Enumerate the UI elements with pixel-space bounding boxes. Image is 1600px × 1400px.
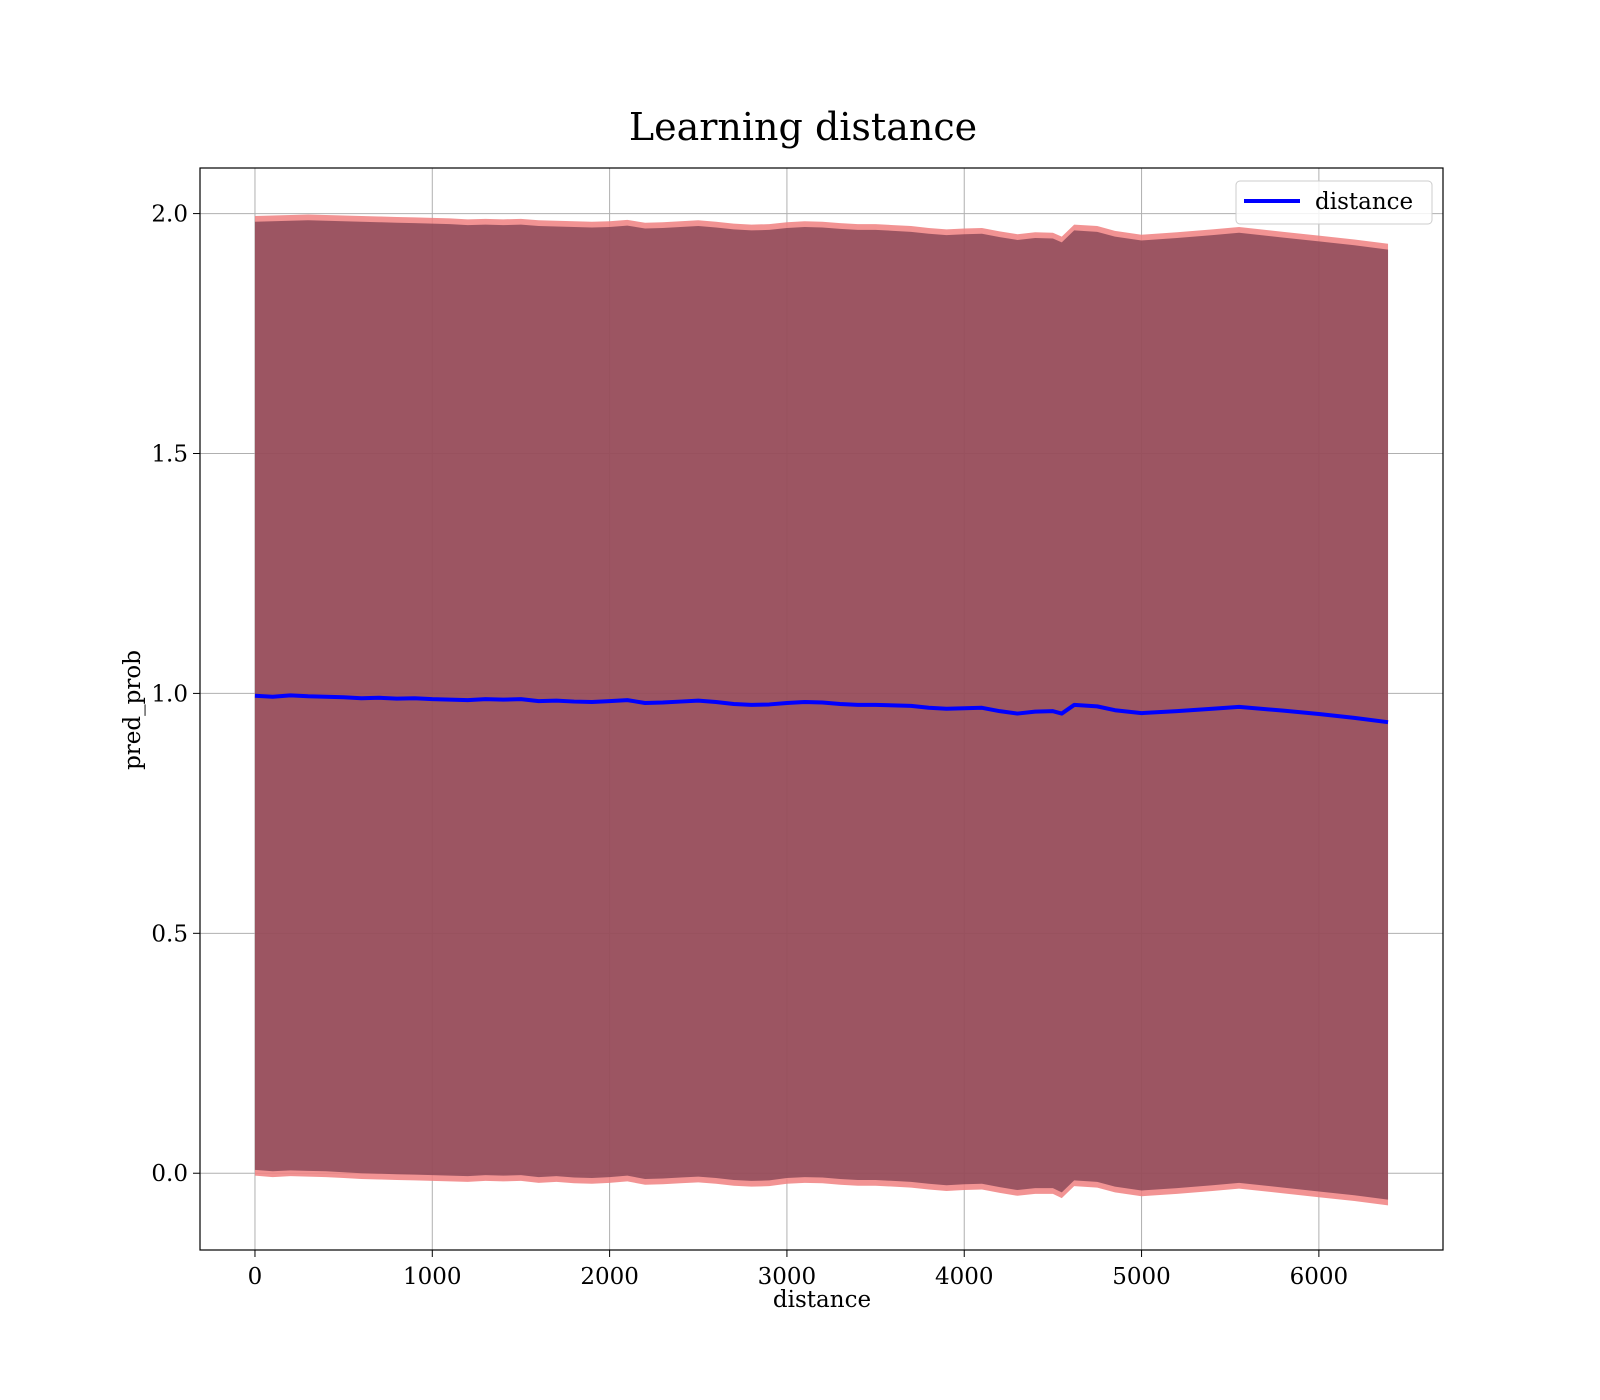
legend-box (1235, 180, 1433, 225)
y-tick-label: 1.5 (151, 441, 188, 467)
x-tick-label: 3000 (758, 1264, 817, 1290)
y-axis-label: pred_prob (120, 650, 146, 770)
chart-title: Learning distance (629, 105, 977, 149)
band-area (254, 220, 1389, 1200)
series-line-distance (254, 693, 1389, 725)
y-tick-label: 0.0 (151, 1161, 188, 1187)
legend-entry-distance: distance (1315, 189, 1413, 215)
x-tick-label: 4000 (935, 1264, 994, 1290)
x-tick-label: 6000 (1290, 1264, 1349, 1290)
y-axis: 0.0 0.5 1.0 1.5 2.0 (151, 202, 200, 1187)
y-tick-label: 2.0 (151, 202, 188, 228)
series-layer (254, 693, 1389, 725)
confidence-band (254, 214, 1389, 1206)
x-axis: 0 1000 2000 3000 4000 5000 6000 (248, 1250, 1349, 1290)
y-tick-label: 0.5 (151, 921, 188, 947)
plot-frame (199, 167, 1444, 1251)
x-tick-label: 5000 (1112, 1264, 1171, 1290)
x-tick-label: 0 (248, 1264, 263, 1290)
x-tick-label: 1000 (403, 1264, 462, 1290)
x-axis-label: distance (773, 1287, 871, 1313)
x-tick-label: 2000 (580, 1264, 639, 1290)
legend: distance (1235, 180, 1433, 225)
y-tick-label: 1.0 (151, 681, 188, 707)
